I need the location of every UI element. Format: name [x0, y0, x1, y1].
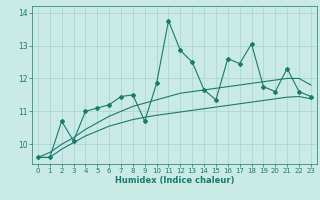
X-axis label: Humidex (Indice chaleur): Humidex (Indice chaleur): [115, 176, 234, 185]
